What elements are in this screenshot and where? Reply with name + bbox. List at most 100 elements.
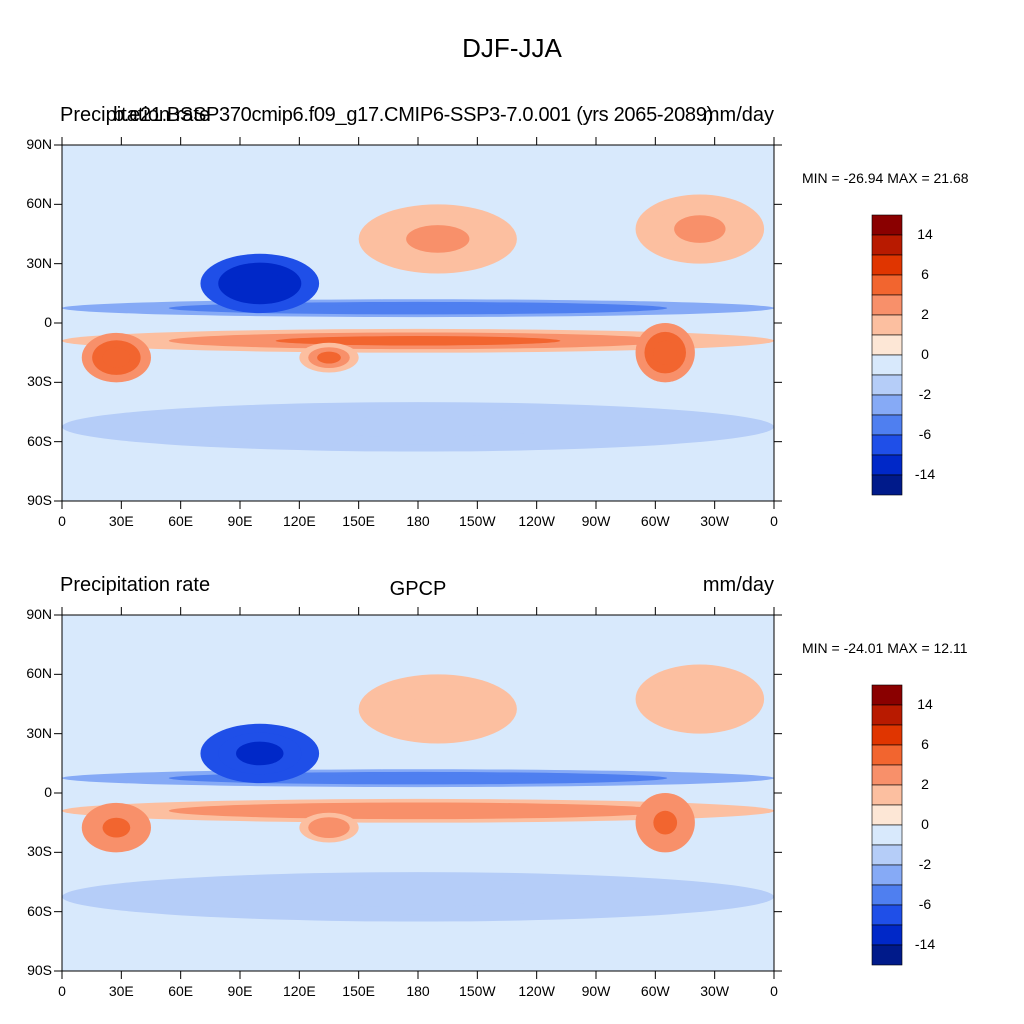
feature-south-america [635, 323, 695, 383]
x-tick-label: 60E [168, 983, 194, 999]
colorbar-label: 2 [921, 776, 929, 792]
figure-title: DJF-JJA [462, 33, 562, 63]
colorbar-label: 2 [921, 306, 929, 322]
feature-north-pacific [358, 674, 517, 744]
colorbar-swatch [871, 374, 903, 396]
colorbar-swatch [871, 724, 903, 746]
feature-itcz-north-band [62, 769, 774, 788]
colorbar-swatch [871, 684, 903, 706]
panel2-min-label: MIN = -24.01 [802, 640, 884, 656]
y-tick-label: 30S [27, 843, 52, 860]
y-tick-label: 60N [26, 195, 52, 212]
colorbar-swatch [871, 864, 903, 886]
x-tick-label: 120E [282, 983, 316, 999]
colorbar-swatch [871, 824, 903, 846]
x-tick-label: 30E [108, 983, 134, 999]
colorbar-swatch [871, 804, 903, 826]
colorbar-swatch [871, 884, 903, 906]
x-tick-label: 60W [640, 513, 670, 529]
y-tick-label: 60S [27, 432, 52, 449]
y-tick-label: 0 [44, 314, 52, 330]
colorbar-swatch [871, 454, 903, 476]
x-tick-label: 30W [700, 513, 730, 529]
x-tick-label: 150W [459, 983, 496, 999]
contour-level [674, 685, 726, 713]
panel1-right-title: mm/day [702, 104, 774, 126]
panel2-minmax: MIN = -24.01 MAX = 12.11 [802, 640, 968, 656]
colorbar-swatch [871, 474, 903, 496]
feature-northern-australia [299, 342, 359, 373]
panel1-min-label: MIN = -26.94 [802, 170, 884, 186]
y-tick-label: 90S [27, 492, 52, 508]
x-tick-label: 180 [406, 513, 430, 529]
colorbar-swatch [871, 744, 903, 766]
x-tick-label: 30W [700, 983, 730, 999]
colorbar-swatch [871, 254, 903, 276]
feature-north-pacific [358, 204, 517, 274]
panel2-center-title: GPCP [389, 578, 447, 600]
feature-itcz-south-band [62, 798, 774, 823]
colorbar-swatch [871, 234, 903, 256]
colorbar-swatch [871, 414, 903, 436]
feature-itcz-north-band [62, 299, 774, 318]
colorbar-label: -6 [918, 426, 932, 442]
feature-northern-australia [299, 812, 359, 843]
colorbar-swatch [871, 784, 903, 806]
colorbar-label: -14 [914, 466, 936, 482]
x-tick-label: 30E [108, 513, 134, 529]
contour-level [317, 351, 341, 364]
colorbar-swatch [871, 274, 903, 296]
x-tick-label: 0 [58, 983, 66, 999]
contour-level [102, 347, 131, 368]
contour-level [275, 774, 561, 782]
x-tick-label: 120E [282, 513, 316, 529]
y-tick-label: 30S [27, 373, 52, 390]
contour-level [674, 215, 726, 243]
feature-north-atlantic [635, 194, 765, 264]
y-tick-label: 60S [27, 902, 52, 919]
contour-level [275, 304, 561, 312]
feature-asian-monsoon [200, 253, 320, 314]
feature-asian-monsoon [200, 723, 320, 784]
feature-southern-ocean [62, 402, 774, 452]
panel2-map [54, 607, 782, 979]
x-tick-label: 120W [518, 983, 555, 999]
colorbar-label: 6 [921, 266, 929, 282]
colorbar-label: -6 [918, 896, 932, 912]
x-tick-label: 60E [168, 513, 194, 529]
x-tick-label: 120W [518, 513, 555, 529]
feature-southern-africa [81, 802, 151, 853]
colorbar-label: 14 [917, 696, 933, 712]
x-tick-label: 180 [406, 983, 430, 999]
panel2-left-title: Precipitation rate [60, 574, 211, 596]
contour-level [275, 336, 561, 346]
colorbar-swatch [871, 704, 903, 726]
colorbar-label: 14 [917, 226, 933, 242]
colorbar-swatch [871, 314, 903, 336]
colorbar-swatch [871, 764, 903, 786]
x-tick-label: 150W [459, 513, 496, 529]
colorbar-swatch [871, 354, 903, 376]
contour-level [102, 817, 131, 838]
colorbar-label: 6 [921, 736, 929, 752]
y-tick-label: 90S [27, 962, 52, 978]
colorbar-swatch [871, 214, 903, 236]
feature-southern-africa [81, 332, 151, 383]
x-tick-label: 90E [227, 983, 253, 999]
feature-north-atlantic [635, 664, 765, 734]
x-tick-label: 150E [342, 513, 375, 529]
colorbar-label: 0 [921, 816, 929, 832]
colorbar-label: -2 [918, 856, 932, 872]
contour-level [406, 225, 470, 253]
panel2-right-title: mm/day [702, 574, 774, 596]
contour-level [653, 340, 678, 365]
feature-southern-ocean [62, 872, 774, 922]
panel2-max-label: MAX = 12.11 [887, 640, 968, 656]
panel1-colorbar [871, 214, 903, 496]
panel1-map [54, 137, 782, 509]
x-tick-label: 60W [640, 983, 670, 999]
feature-south-america [635, 793, 695, 853]
x-tick-label: 90E [227, 513, 253, 529]
colorbar-swatch [871, 904, 903, 926]
y-tick-label: 30N [26, 254, 52, 271]
